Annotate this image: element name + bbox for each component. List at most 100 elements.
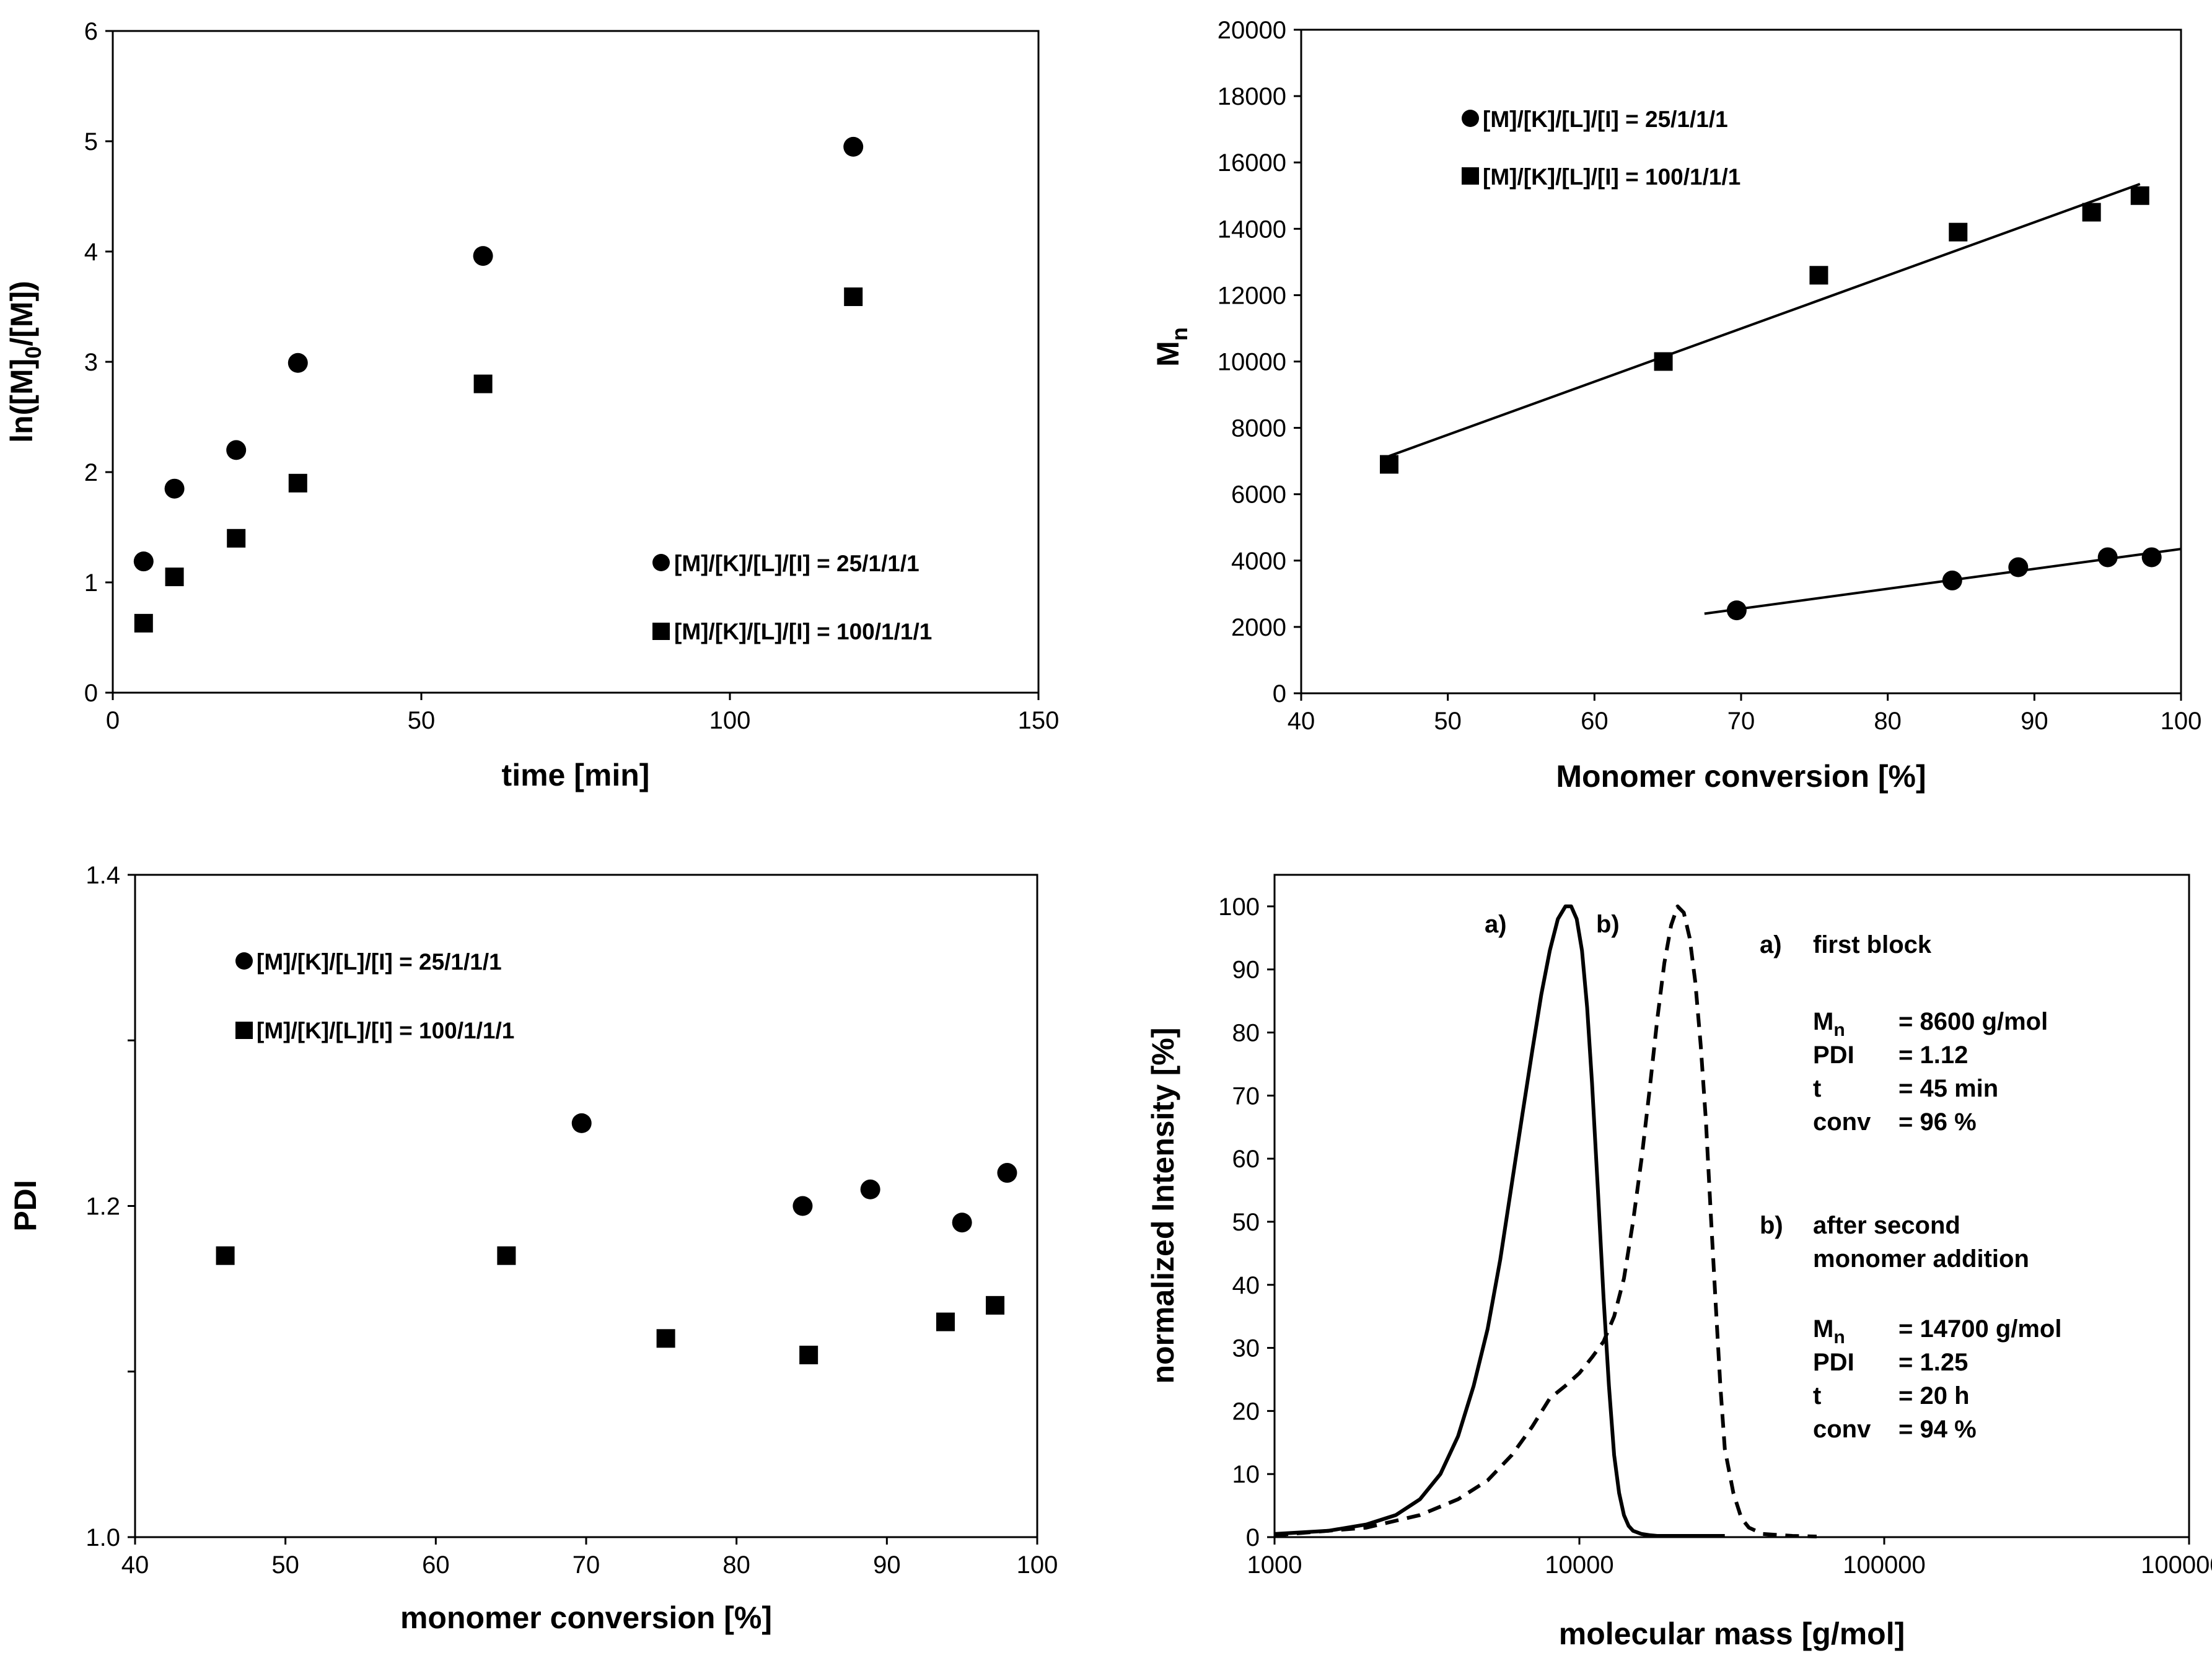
annotation-b-marker: b)	[1760, 1212, 1783, 1239]
sec-x-axis-title: molecular mass [g/mol]	[1559, 1616, 1905, 1651]
annotation-a-marker: a)	[1760, 931, 1782, 958]
data-point-circle	[1726, 600, 1747, 621]
x-tick-label: 100	[1017, 1551, 1058, 1579]
data-point-circle	[792, 1196, 813, 1216]
y-tick-label: 20	[1232, 1398, 1260, 1425]
data-point-square	[1380, 455, 1398, 474]
pdi-tick-labels: 40 50 60 70 80 90 100 1.0 1.2 1.4	[86, 862, 1058, 1579]
annotation-b-pdi-key: PDI	[1813, 1349, 1854, 1376]
x-tick-label: 150	[1018, 707, 1060, 734]
kinetics-legend-label-1: [M]/[K]/[L]/[I] = 25/1/1/1	[674, 551, 919, 576]
sec-y-axis-title: normalized Intensity [%]	[1146, 1027, 1180, 1383]
x-tick-label: 70	[573, 1551, 600, 1579]
data-point-circle	[997, 1163, 1017, 1183]
data-point-circle	[164, 478, 185, 499]
y-tick-label: 10000	[1218, 349, 1286, 376]
x-tick-label: 70	[1727, 708, 1755, 735]
annotation-b-t-key: t	[1813, 1382, 1821, 1410]
pdi-legend-label-2: [M]/[K]/[L]/[I] = 100/1/1/1	[257, 1018, 514, 1043]
x-tick-label: 1000000	[2141, 1551, 2212, 1579]
mn-legend-square-marker	[1462, 167, 1479, 185]
pdi-legend: [M]/[K]/[L]/[I] = 25/1/1/1 [M]/[K]/[L]/[…	[235, 949, 514, 1043]
mn-y-axis-title: Mn	[1151, 327, 1192, 367]
sec-tick-labels: 1000 10000 100000 1000000 0 10 20 30 40 50 60 70 80 9…	[1218, 893, 2212, 1579]
pdi-chart: 40 50 60 70 80 90 100 1.0 1.2 1.4 monomer convers…	[8, 862, 1058, 1635]
y-tick-label: 70	[1232, 1082, 1260, 1110]
x-tick-label: 90	[873, 1551, 901, 1579]
kinetics-legend-circle-marker	[652, 554, 670, 571]
annotation-b-pdi-value: = 1.25	[1898, 1349, 1968, 1376]
y-tick-label: 18000	[1218, 83, 1286, 110]
x-tick-label: 80	[1874, 708, 1902, 735]
data-point-square	[473, 374, 493, 393]
data-point-square	[986, 1296, 1005, 1315]
annotation-a-mn-value: = 8600 g/mol	[1898, 1008, 2048, 1035]
x-tick-label: 100	[709, 707, 751, 734]
sec-annotation-b: b) after second monomer addition Mn = 14…	[1760, 1212, 2061, 1443]
mn-legend-circle-marker	[1462, 110, 1479, 127]
x-tick-label: 50	[1434, 708, 1462, 735]
annotation-b-conv-value: = 94 %	[1898, 1416, 1977, 1443]
data-point-square	[134, 613, 153, 633]
kinetics-legend: [M]/[K]/[L]/[I] = 25/1/1/1 [M]/[K]/[L]/[…	[652, 551, 932, 644]
x-tick-label: 60	[1581, 708, 1609, 735]
x-tick-label: 1000	[1247, 1551, 1302, 1579]
kinetics-chart: 0 50 100 150 0 1 2 3 4 5 6 time [min] ln([M]0/[M])…	[4, 18, 1059, 792]
data-point-square	[844, 287, 863, 306]
sec-curves	[1274, 904, 1817, 1538]
data-point-circle	[133, 551, 154, 572]
y-tick-label: 50	[1232, 1209, 1260, 1236]
annotation-b-mn-value: = 14700 g/mol	[1898, 1315, 2061, 1343]
data-point-square	[656, 1329, 675, 1348]
data-point-circle	[2141, 547, 2162, 568]
y-tick-label: 0	[1273, 680, 1286, 708]
data-point-circle	[2097, 547, 2118, 568]
y-tick-label: 1	[84, 569, 98, 597]
pdi-markers	[216, 1113, 1017, 1365]
annotation-a-t-value: = 45 min	[1898, 1075, 1998, 1102]
data-point-square	[1949, 222, 1968, 242]
kinetics-legend-square-marker	[652, 623, 670, 640]
data-point-square	[2130, 186, 2149, 205]
sec-annotation-a: a) first block Mn = 8600 g/mol PDI = 1.1…	[1760, 931, 2048, 1136]
pdi-legend-label-1: [M]/[K]/[L]/[I] = 25/1/1/1	[257, 949, 502, 975]
annotation-a-conv-key: conv	[1813, 1108, 1871, 1136]
x-tick-label: 100000	[1843, 1551, 1925, 1579]
data-point-square	[799, 1346, 819, 1365]
y-tick-label: 2	[84, 459, 98, 486]
annotation-b-heading-line-2: monomer addition	[1813, 1245, 2029, 1273]
data-point-square	[288, 473, 307, 493]
y-tick-label: 3	[84, 349, 98, 376]
sec-plot-area	[1273, 874, 2190, 1538]
curve-b-label: b)	[1596, 911, 1620, 938]
x-tick-label: 50	[271, 1551, 299, 1579]
annotation-b-t-value: = 20 h	[1898, 1382, 1970, 1410]
y-tick-label: 100	[1218, 893, 1260, 921]
sec-chart: 1000 10000 100000 1000000 0 10 20 30 40 50 60 70 80 9…	[1146, 874, 2212, 1651]
data-point-square	[216, 1246, 235, 1265]
data-point-circle	[473, 246, 493, 266]
y-tick-label: 60	[1232, 1146, 1260, 1173]
annotation-a-heading: first block	[1813, 931, 1932, 958]
y-tick-label: 2000	[1231, 614, 1286, 641]
y-tick-label: 10	[1232, 1461, 1260, 1488]
annotation-b-conv-key: conv	[1813, 1416, 1871, 1443]
data-point-circle	[571, 1113, 592, 1133]
y-tick-label: 0	[1246, 1524, 1260, 1551]
x-tick-label: 40	[121, 1551, 149, 1579]
x-tick-label: 50	[408, 707, 436, 734]
y-tick-label: 1.0	[86, 1524, 120, 1551]
y-tick-label: 5	[84, 128, 98, 156]
y-tick-label: 90	[1232, 957, 1260, 984]
x-tick-label: 10000	[1545, 1551, 1613, 1579]
data-point-square	[1654, 352, 1673, 371]
mn-legend-label-2: [M]/[K]/[L]/[I] = 100/1/1/1	[1483, 164, 1740, 190]
x-tick-label: 40	[1288, 708, 1315, 735]
pdi-y-axis-title: PDI	[8, 1180, 43, 1231]
pdi-legend-square-marker	[235, 1022, 253, 1039]
y-tick-label: 20000	[1218, 17, 1286, 44]
annotation-a-t-key: t	[1813, 1075, 1821, 1102]
annotation-b-heading-line-1: after second	[1813, 1212, 1960, 1239]
data-point-square	[1809, 266, 1828, 285]
